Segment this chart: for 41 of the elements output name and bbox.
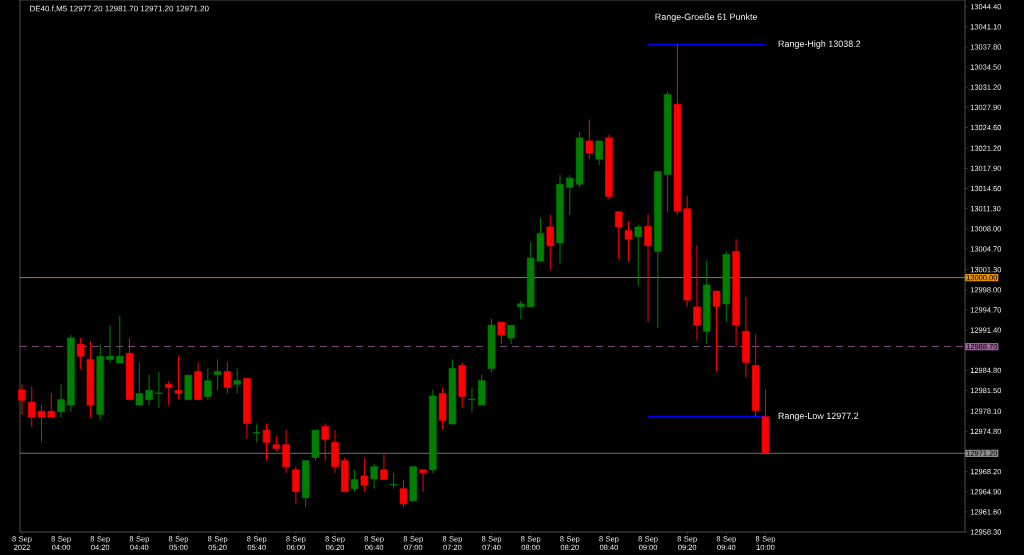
candlestick [57, 383, 65, 418]
candlestick [145, 374, 153, 406]
candlestick [693, 244, 701, 341]
candlestick [106, 324, 114, 364]
candlestick [546, 214, 554, 271]
candlestick [155, 371, 163, 409]
candlestick [634, 224, 642, 287]
candlestick [644, 213, 652, 323]
candlestick [419, 469, 427, 493]
candlestick [213, 358, 222, 391]
candlestick [76, 337, 85, 370]
candlestick [135, 362, 144, 406]
candlestick [164, 380, 173, 406]
annotation: Range-High 13038.2 [778, 40, 861, 49]
candlestick [614, 211, 623, 260]
candlestick [174, 355, 183, 401]
candlestick [624, 220, 633, 263]
candlestick [223, 361, 232, 395]
candlestick [497, 321, 506, 345]
candlestick [360, 457, 369, 493]
annotation: Range-Low 12977.2 [778, 412, 859, 421]
candlestick [370, 463, 378, 490]
candlestick [399, 479, 408, 508]
candlestick [380, 454, 388, 481]
annotation: Range-Groeße 61 Punkte [655, 13, 758, 22]
candlestick [595, 140, 603, 166]
candlestick [253, 422, 261, 443]
candlestick [350, 469, 359, 493]
candlestick [262, 422, 271, 462]
candlestick [204, 367, 212, 401]
candlestick [18, 383, 26, 416]
candlestick [468, 386, 476, 413]
candlestick [116, 315, 124, 364]
candlestick [517, 300, 525, 320]
candlestick [507, 324, 515, 345]
candlestick [321, 422, 329, 462]
candlestick [585, 119, 594, 160]
candlestick [292, 466, 300, 505]
candlestick [712, 290, 721, 373]
candlestick [233, 367, 241, 395]
candlestick [282, 429, 290, 474]
